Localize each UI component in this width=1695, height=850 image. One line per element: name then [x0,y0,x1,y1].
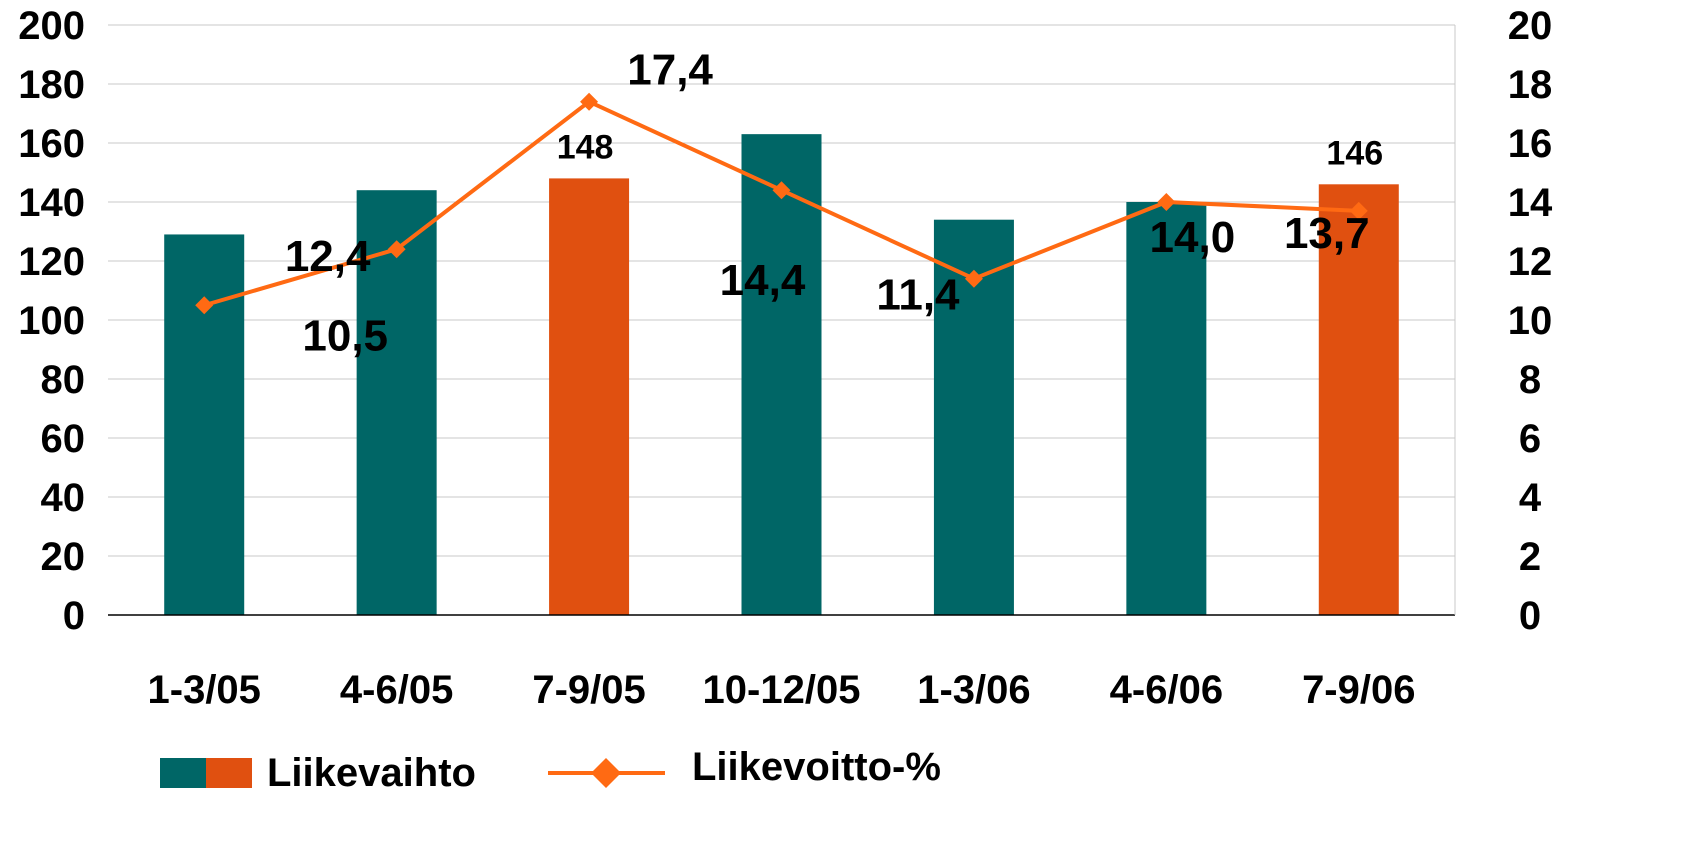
line-data-label: 14,0 [1150,213,1236,262]
line-marker [772,181,791,200]
x-category-label: 10-12/05 [703,668,861,712]
line-data-label: 14,4 [720,256,806,305]
x-category-label: 1-3/05 [148,668,261,712]
y-left-tick-label: 200 [18,4,85,48]
axes: 0 20 40 60 80 100 120 140 160 180 200 0 2 4 6 8 10 12 14 16… [18,4,1553,712]
y-right-tick-label: 18 [1508,63,1553,107]
bar-series-liikevaihto [164,134,1399,616]
y-right-tick-label: 8 [1519,358,1541,402]
y-right-tick-label: 14 [1508,181,1553,225]
x-category-label: 7-9/06 [1302,668,1415,712]
y-right-tick-label: 2 [1519,535,1541,579]
legend: Liikevaihto Liikevoitto-% [160,745,941,795]
line-marker [387,240,406,259]
line-data-label: 12,4 [285,232,371,281]
line-series-liikevoitto [195,92,1368,315]
bar [164,234,245,615]
y-left-tick-label: 20 [41,535,86,579]
y-left-tick-label: 60 [41,417,86,461]
legend-label-liikevoitto: Liikevoitto-% [692,745,941,789]
y-left-tick-label: 40 [41,476,86,520]
y-left-tick-label: 140 [18,181,85,225]
y-left-tick-label: 100 [18,299,85,343]
bar [549,178,630,615]
y-right-tick-label: 20 [1508,4,1553,48]
y-left-tick-label: 120 [18,240,85,284]
line-marker [195,296,214,315]
bar [356,190,437,615]
line-data-label: 11,4 [876,271,960,320]
line-marker [964,269,983,288]
y-right-tick-label: 16 [1508,122,1553,166]
x-category-label: 7-9/05 [532,668,645,712]
data-labels: 10,5 12,4 17,4 14,4 11,4 14,0 13,7 148 146 [285,46,1383,361]
bar [1318,184,1399,616]
line-data-label: 10,5 [302,311,388,360]
bar-data-label: 146 [1326,134,1383,172]
bar-data-label: 148 [557,128,614,166]
y-left-tick-label: 80 [41,358,86,402]
y-left-tick-label: 160 [18,122,85,166]
bar [1126,202,1207,615]
y-right-tick-label: 6 [1519,417,1541,461]
line-marker [580,92,599,111]
bar [741,134,822,615]
line-marker [1157,193,1176,211]
line-data-label: 17,4 [627,46,713,95]
y-right-tick-label: 0 [1519,594,1541,638]
x-category-label: 4-6/06 [1110,668,1223,712]
legend-diamond-marker [591,758,621,788]
y-right-tick-label: 10 [1508,299,1553,343]
y-left-tick-label: 0 [63,594,85,638]
line-marker [1349,201,1368,220]
legend-swatch-teal [160,758,206,788]
x-category-label: 4-6/05 [340,668,453,712]
line-data-label: 13,7 [1284,209,1370,258]
legend-label-liikevaihto: Liikevaihto [267,751,476,795]
y-left-tick-label: 180 [18,63,85,107]
y-right-tick-label: 12 [1508,240,1553,284]
y-right-tick-label: 4 [1519,476,1542,520]
x-category-label: 1-3/06 [917,668,1030,712]
legend-swatch-orange [206,758,252,788]
